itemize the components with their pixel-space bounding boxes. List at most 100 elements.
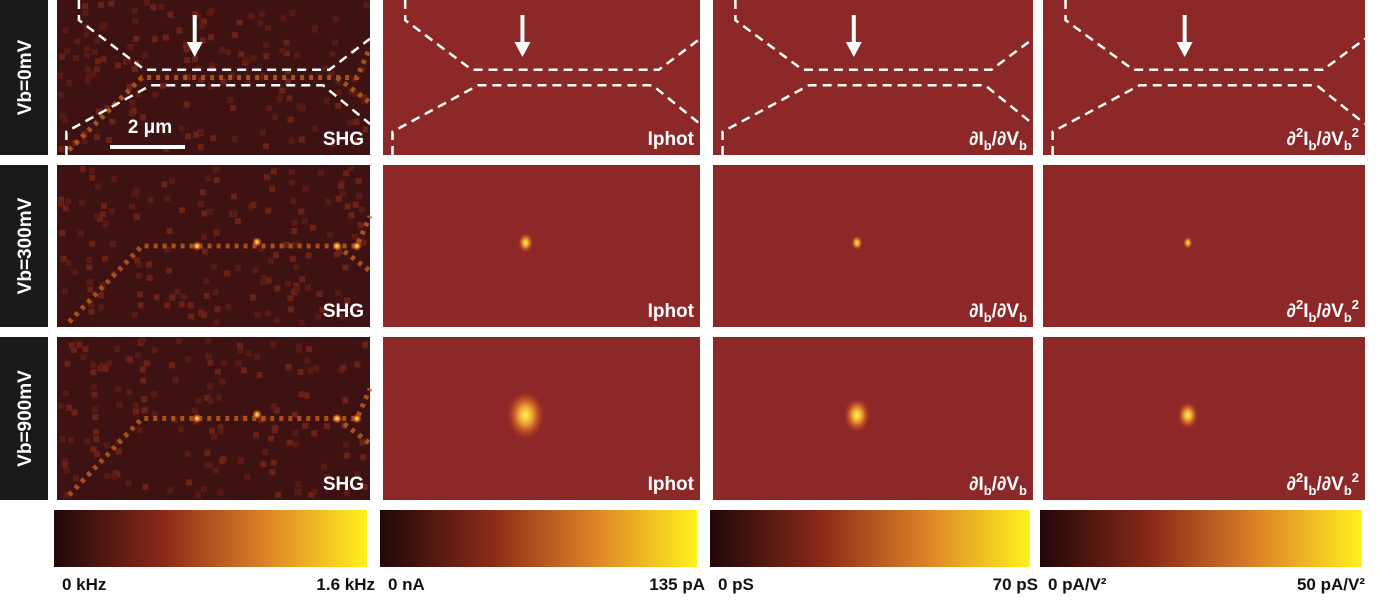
hot-spot <box>352 414 362 424</box>
noise-pixel <box>303 186 309 192</box>
noise-pixel <box>154 294 160 300</box>
noise-pixel <box>65 361 71 367</box>
noise-pixel <box>111 474 117 480</box>
noise-pixel <box>241 367 247 373</box>
noise-pixel <box>103 221 109 227</box>
colorbar-max: 50 pA/V² <box>1297 575 1365 594</box>
label-part: SHG <box>323 474 364 495</box>
label-part: b <box>1019 483 1027 498</box>
noise-pixel <box>289 180 295 186</box>
noise-pixel <box>219 458 225 464</box>
hot-spot <box>518 232 534 253</box>
noise-pixel <box>169 362 175 368</box>
panel-label: SHG <box>323 301 364 322</box>
noise-pixel <box>219 47 225 53</box>
noise-pixel <box>237 20 243 26</box>
noise-pixel <box>225 49 231 55</box>
colorbar <box>54 510 367 567</box>
noise-pixel <box>81 138 87 144</box>
label-part: b <box>984 483 992 498</box>
noise-pixel <box>345 204 351 210</box>
noise-pixel <box>264 174 270 180</box>
noise-pixel <box>257 20 263 26</box>
noise-pixel <box>95 183 101 189</box>
noise-pixel <box>200 189 206 195</box>
hot-spot <box>252 237 262 247</box>
noise-pixel <box>203 278 209 284</box>
noise-pixel <box>129 203 135 209</box>
label-part: 2 <box>1296 297 1303 312</box>
label-part: b <box>1309 310 1317 325</box>
noise-pixel <box>58 146 64 152</box>
noise-pixel <box>144 0 150 6</box>
noise-pixel <box>134 188 140 194</box>
noise-pixel <box>167 487 173 493</box>
noise-pixel <box>352 234 358 240</box>
noise-pixel <box>298 391 304 397</box>
noise-pixel <box>94 213 100 219</box>
noise-pixel <box>271 403 277 409</box>
noise-pixel <box>166 268 172 274</box>
noise-pixel <box>87 279 93 285</box>
noise-pixel <box>132 8 138 14</box>
label-part: /∂V <box>1316 474 1344 495</box>
noise-pixel <box>184 57 190 63</box>
noise-pixel <box>259 11 265 17</box>
noise-pixel <box>90 369 96 375</box>
noise-pixel <box>213 319 219 325</box>
noise-pixel <box>178 426 184 432</box>
hot-spot <box>192 241 202 251</box>
noise-pixel <box>91 384 97 390</box>
noise-pixel <box>94 38 100 44</box>
hot-spot <box>252 410 262 420</box>
noise-pixel <box>347 120 353 126</box>
colorbar <box>1040 510 1362 567</box>
label-part: /∂V <box>992 129 1020 150</box>
image-panel <box>713 165 1033 327</box>
noise-pixel <box>277 95 283 101</box>
noise-pixel <box>198 310 204 316</box>
colorbar-max: 1.6 kHz <box>316 575 375 594</box>
noise-pixel <box>92 49 98 55</box>
noise-pixel <box>293 430 299 436</box>
label-part: ∂I <box>969 301 984 322</box>
noise-pixel <box>232 32 238 38</box>
noise-pixel <box>325 199 331 205</box>
noise-pixel <box>305 285 311 291</box>
noise-pixel <box>343 264 349 270</box>
colorbar-min: 0 kHz <box>62 575 106 594</box>
noise-pixel <box>255 312 261 318</box>
noise-pixel <box>138 302 144 308</box>
noise-pixel <box>82 3 88 9</box>
noise-pixel <box>64 48 70 54</box>
noise-pixel <box>302 423 308 429</box>
noise-pixel <box>68 437 74 443</box>
noise-pixel <box>126 389 132 395</box>
noise-pixel <box>356 178 362 184</box>
noise-pixel <box>185 451 191 457</box>
noise-pixel <box>58 92 64 98</box>
hot-spot <box>332 241 342 251</box>
noise-pixel <box>299 276 305 282</box>
noise-pixel <box>116 402 122 408</box>
noise-pixel <box>57 73 63 79</box>
noise-pixel <box>146 262 152 268</box>
noise-pixel <box>312 27 318 33</box>
noise-pixel <box>207 383 213 389</box>
noise-pixel <box>207 209 213 215</box>
noise-pixel <box>116 448 122 454</box>
label-part: ∂ <box>1287 474 1296 495</box>
colorbar-min: 0 nA <box>388 575 425 594</box>
noise-pixel <box>358 222 364 228</box>
label-part: /∂V <box>1316 301 1344 322</box>
label-part: Iphot <box>648 301 695 322</box>
noise-pixel <box>286 95 292 101</box>
noise-pixel <box>287 295 293 301</box>
noise-pixel <box>201 234 207 240</box>
noise-pixel <box>324 98 330 104</box>
noise-pixel <box>250 295 256 301</box>
noise-pixel <box>161 181 167 187</box>
noise-pixel <box>63 27 69 33</box>
noise-pixel <box>356 193 362 199</box>
noise-pixel <box>169 295 175 301</box>
